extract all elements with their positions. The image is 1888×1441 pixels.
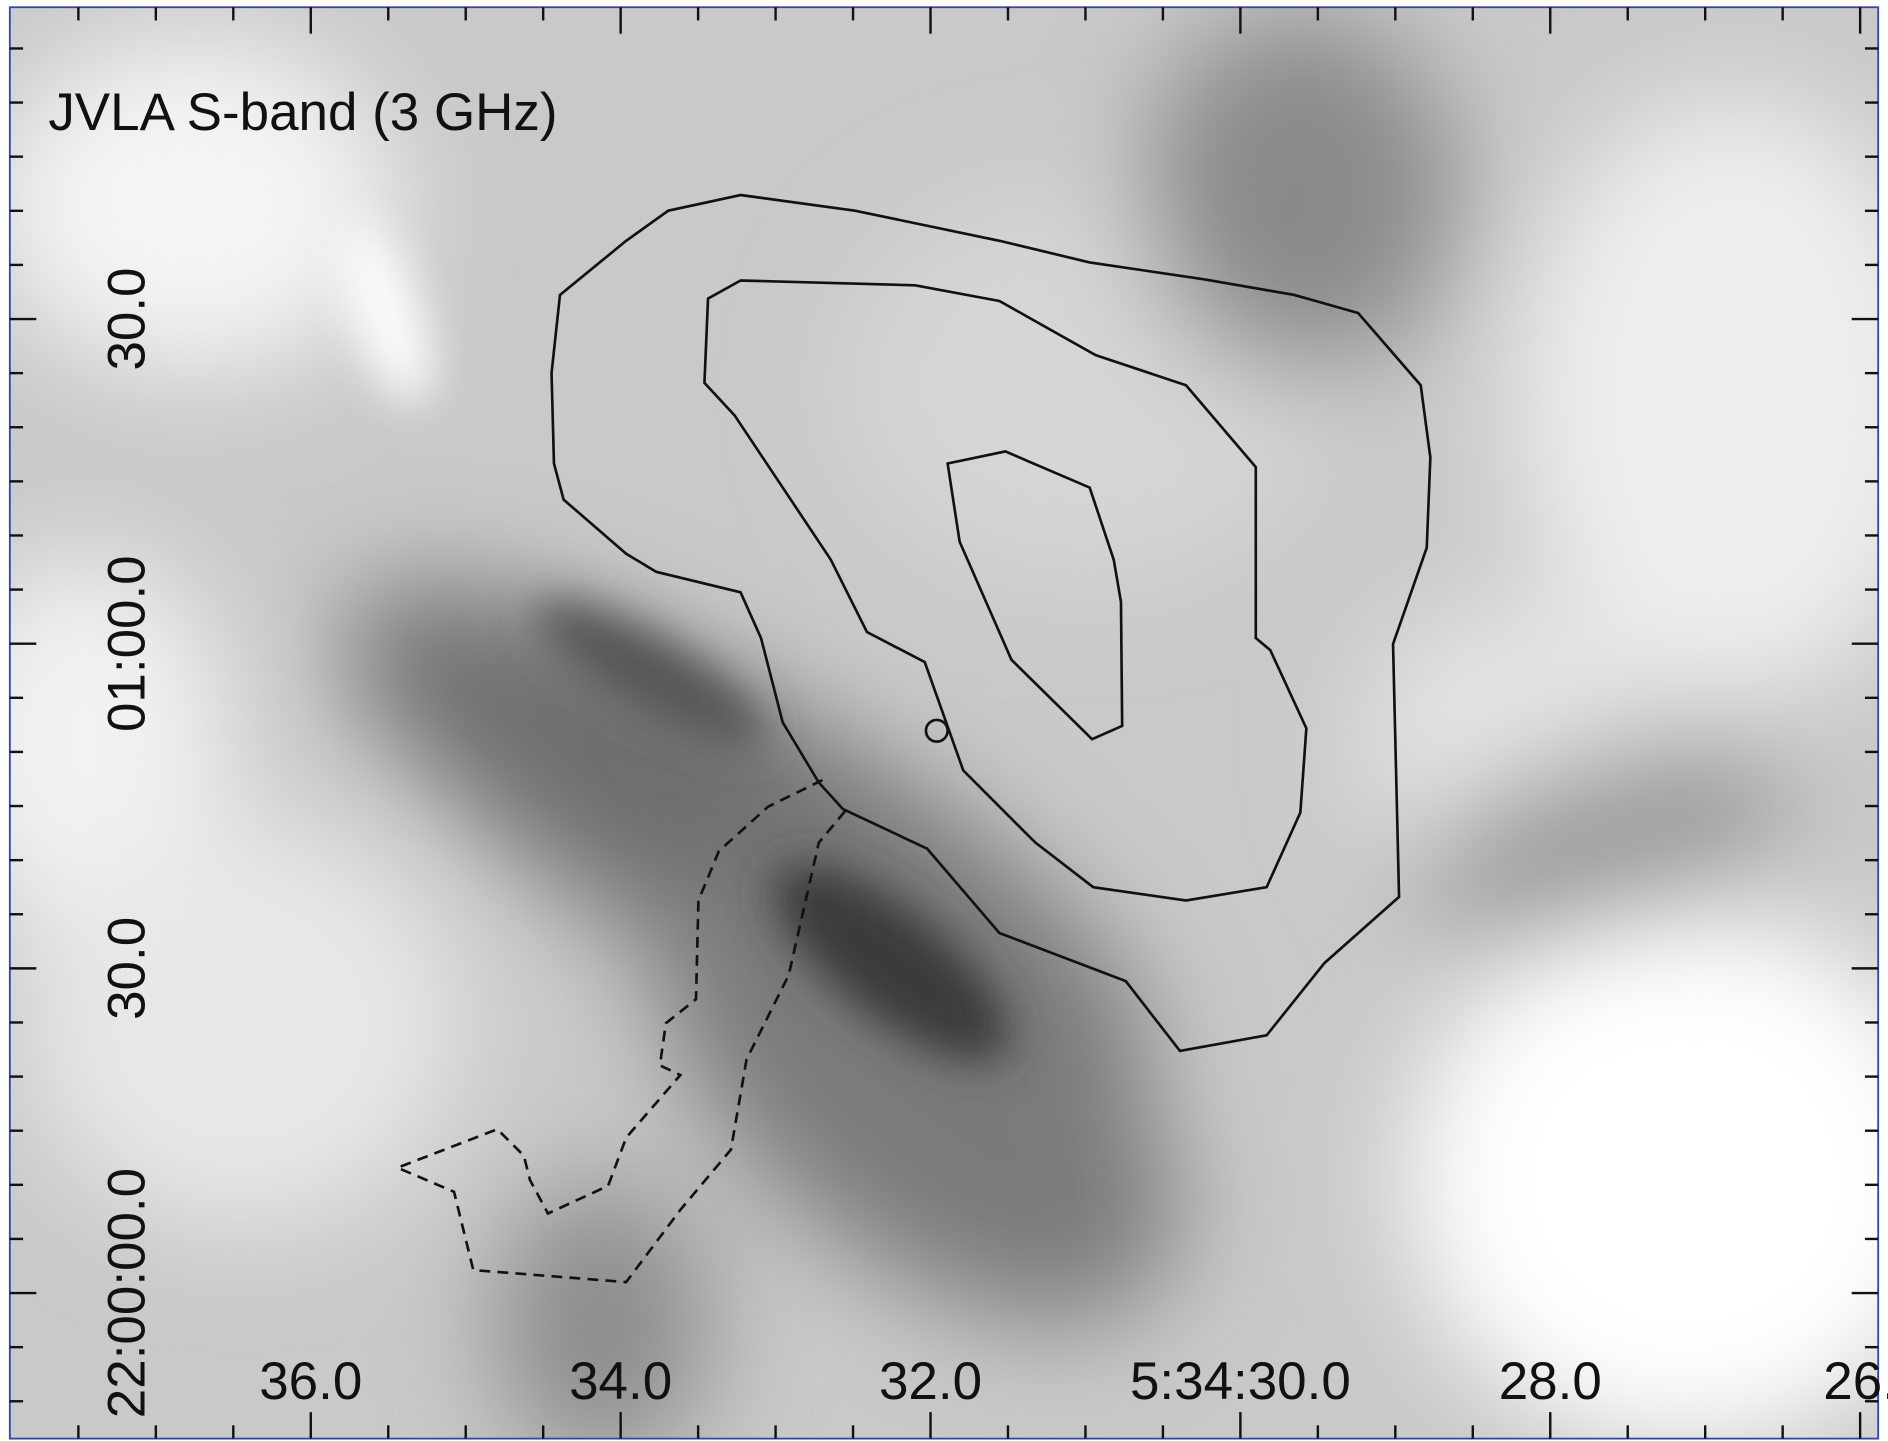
- plot-frame: [8, 6, 1880, 1440]
- x-tick-label: 36.0: [259, 1352, 362, 1411]
- x-tick-label: 28.0: [1499, 1352, 1602, 1411]
- y-tick-label: 22:00:00.0: [98, 1168, 157, 1418]
- panel-title: JVLA S-band (3 GHz): [48, 83, 557, 142]
- contour-middle: [703, 279, 1308, 902]
- y-tick-label: 01:00.0: [98, 555, 157, 732]
- contour-outer: [550, 193, 1432, 1053]
- image: [9, 7, 1879, 1439]
- x-tick-label: 26.: [1823, 1352, 1888, 1411]
- x-tick-label: 5:34:30.0: [1130, 1352, 1351, 1411]
- y-tick-label: 30.0: [98, 267, 157, 370]
- x-tick-label: 34.0: [569, 1352, 672, 1411]
- contour-dashed: [393, 778, 850, 1284]
- source-marker: [924, 718, 949, 743]
- contour-inner: [946, 450, 1124, 741]
- x-tick-label: 32.0: [879, 1352, 982, 1411]
- ticks: [9, 7, 1879, 1439]
- y-tick-label: 30.0: [98, 917, 157, 1020]
